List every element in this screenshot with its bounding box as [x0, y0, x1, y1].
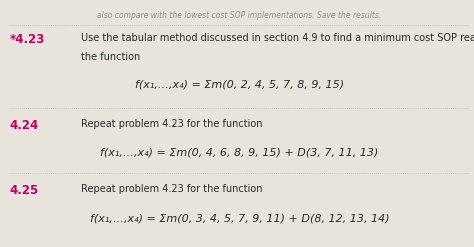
Text: f(x₁,…,x₄) = Σm(0, 3, 4, 5, 7, 9, 11) + D(8, 12, 13, 14): f(x₁,…,x₄) = Σm(0, 3, 4, 5, 7, 9, 11) + …	[90, 213, 389, 223]
Text: 4.25: 4.25	[9, 184, 39, 197]
Text: f(x₁,…,x₄) = Σm(0, 2, 4, 5, 7, 8, 9, 15): f(x₁,…,x₄) = Σm(0, 2, 4, 5, 7, 8, 9, 15)	[135, 80, 344, 90]
Text: *4.23: *4.23	[9, 33, 45, 46]
Text: Use the tabular method discussed in section 4.9 to find a minimum cost SOP reali: Use the tabular method discussed in sect…	[81, 33, 474, 43]
Text: Repeat problem 4.23 for the function: Repeat problem 4.23 for the function	[81, 119, 262, 129]
Text: the function: the function	[81, 52, 140, 62]
Text: Repeat problem 4.23 for the function: Repeat problem 4.23 for the function	[81, 184, 262, 194]
Text: 4.24: 4.24	[9, 119, 39, 132]
Text: also compare with the lowest cost SOP implementations. Save the results.: also compare with the lowest cost SOP im…	[97, 11, 382, 20]
Text: f(x₁,…,x₄) = Σm(0, 4, 6, 8, 9, 15) + D(3, 7, 11, 13): f(x₁,…,x₄) = Σm(0, 4, 6, 8, 9, 15) + D(3…	[100, 148, 379, 158]
